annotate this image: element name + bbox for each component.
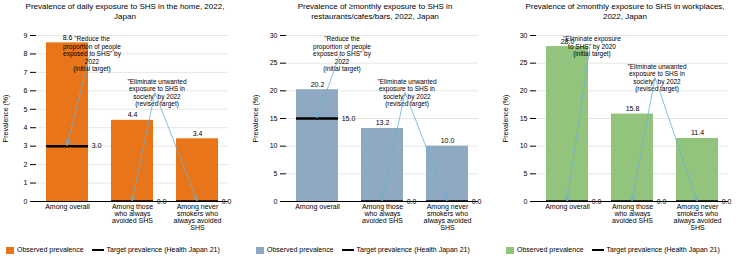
svg-text:0.0: 0.0 [472, 198, 482, 205]
html-text:Target prevalence (Health Japa: Target prevalence (Health Japan 21) [106, 246, 220, 253]
svg-text:4: 4 [24, 124, 28, 131]
html-text:Target prevalence (Health Japa: Target prevalence (Health Japan 21) [606, 246, 720, 253]
html-text:Prevalence of ≥monthly exposur: Prevalence of ≥monthly exposure to SHS i… [297, 2, 453, 21]
svg-text:"Eliminate exposureto SHS" by: "Eliminate exposureto SHS" by 2020(initi… [563, 35, 621, 58]
html-text:Target prevalence (Health Japa: Target prevalence (Health Japan 21) [356, 246, 470, 253]
svg-text:20: 20 [270, 87, 278, 94]
svg-text:13.2: 13.2 [376, 119, 390, 126]
svg-text:"Reduce theproportion of peopl: "Reduce theproportion of peopleexposed t… [313, 35, 372, 73]
svg-text:0.0: 0.0 [657, 198, 667, 205]
html-text:Observed prevalence: Observed prevalence [517, 246, 584, 253]
svg-text:9: 9 [24, 32, 28, 39]
html-text:Observed prevalence: Observed prevalence [267, 246, 334, 253]
html-text:Prevalence of daily exposure t: Prevalence of daily exposure to SHS in t… [25, 2, 225, 21]
html-text:Observed prevalence: Observed prevalence [17, 246, 84, 253]
svg-text:30: 30 [520, 32, 528, 39]
svg-text:Among overall: Among overall [295, 203, 340, 211]
svg-text:Among neversmokers whoalways a: Among neversmokers whoalways avoidedSHS [674, 203, 722, 231]
svg-text:15: 15 [520, 115, 528, 122]
svg-text:11.4: 11.4 [691, 129, 704, 136]
svg-text:0.0: 0.0 [157, 198, 167, 205]
svg-text:25: 25 [270, 59, 278, 66]
svg-text:Prevalence (%): Prevalence (%) [252, 95, 260, 143]
svg-text:20.2: 20.2 [311, 81, 325, 88]
svg-text:Among neversmokers whoalways a: Among neversmokers whoalways avoidedSHS [174, 203, 222, 231]
svg-text:2: 2 [24, 161, 28, 168]
svg-text:3: 3 [24, 142, 28, 149]
svg-text:0: 0 [274, 198, 278, 205]
svg-text:8: 8 [24, 50, 28, 57]
svg-text:3.0: 3.0 [92, 142, 102, 149]
svg-text:"Eliminate unwantedexposure to: "Eliminate unwantedexposure to SHS insoc… [377, 78, 436, 109]
svg-text:Among overall: Among overall [45, 203, 90, 211]
svg-text:0.0: 0.0 [722, 198, 732, 205]
svg-text:6: 6 [24, 87, 28, 94]
svg-text:Among neversmokers whoalways a: Among neversmokers whoalways avoidedSHS [424, 203, 472, 231]
svg-text:1: 1 [24, 179, 28, 186]
svg-text:"Eliminate unwantedexposure to: "Eliminate unwantedexposure to SHS insoc… [627, 63, 686, 94]
svg-text:0.0: 0.0 [407, 198, 417, 205]
svg-text:5: 5 [24, 106, 28, 113]
svg-text:Prevalence (%): Prevalence (%) [502, 95, 510, 143]
svg-text:Among overall: Among overall [545, 203, 590, 211]
svg-text:4.4: 4.4 [128, 111, 138, 118]
svg-text:Among thosewho alwaysavoided S: Among thosewho alwaysavoided SHS [112, 203, 153, 224]
svg-text:"Eliminate unwantedexposure to: "Eliminate unwantedexposure to SHS insoc… [127, 78, 186, 109]
html-text:Prevalence of ≥monthly exposur: Prevalence of ≥monthly exposure to SHS i… [525, 2, 725, 21]
svg-text:10: 10 [520, 142, 528, 149]
svg-text:0: 0 [24, 198, 28, 205]
svg-text:3.4: 3.4 [193, 130, 203, 137]
svg-text:Prevalence (%): Prevalence (%) [2, 95, 10, 143]
svg-text:15.0: 15.0 [342, 115, 356, 122]
svg-text:15.8: 15.8 [626, 105, 640, 112]
svg-text:0.0: 0.0 [222, 198, 232, 205]
svg-text:Among thosewho alwaysavoided S: Among thosewho alwaysavoided SHS [362, 203, 403, 224]
svg-text:10: 10 [270, 142, 278, 149]
svg-text:0: 0 [524, 198, 528, 205]
svg-text:Among thosewho alwaysavoided S: Among thosewho alwaysavoided SHS [612, 203, 653, 224]
svg-text:20: 20 [520, 87, 528, 94]
svg-text:"Reduce theproportion of peopl: "Reduce theproportion of peopleexposed t… [63, 35, 122, 73]
svg-text:5: 5 [524, 170, 528, 177]
svg-text:25: 25 [520, 59, 528, 66]
svg-text:5: 5 [274, 170, 278, 177]
svg-text:0.0: 0.0 [592, 198, 602, 205]
svg-text:10.0: 10.0 [441, 137, 455, 144]
svg-text:30: 30 [270, 32, 278, 39]
svg-text:8.6: 8.6 [63, 34, 73, 41]
svg-text:7: 7 [24, 69, 28, 76]
svg-text:15: 15 [270, 115, 278, 122]
